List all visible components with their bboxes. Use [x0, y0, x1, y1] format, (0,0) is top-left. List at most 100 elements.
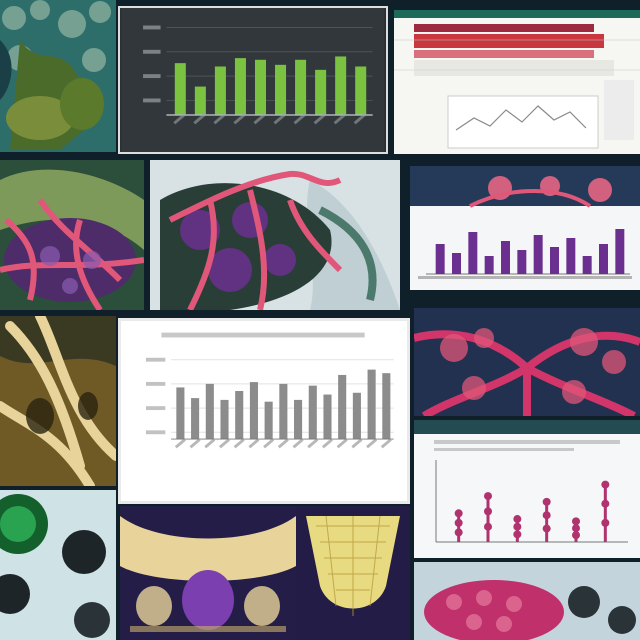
chart-bar	[352, 392, 361, 440]
chart-point	[513, 522, 522, 531]
chart-point	[484, 492, 492, 501]
chart-tick-label	[313, 112, 327, 125]
chart-tick-label	[321, 438, 333, 449]
spreadsheet-art	[394, 10, 640, 154]
dark-green-bar-chart-tile	[118, 6, 388, 154]
gray-bar-chart-tile	[118, 318, 410, 504]
chart-tick-label	[233, 112, 247, 125]
chart-bar	[315, 69, 327, 116]
chart-point	[601, 499, 610, 508]
chart-bar	[484, 256, 494, 274]
chart-bar	[382, 373, 391, 440]
chart-bar	[308, 385, 317, 440]
chart-bar	[295, 59, 307, 116]
chart-tick-label	[380, 438, 392, 449]
chart-point	[542, 511, 551, 520]
chart-tick-label	[293, 112, 307, 125]
chart-bar	[599, 244, 608, 274]
chart-bar	[275, 64, 287, 116]
reef-texture-art	[0, 0, 116, 152]
red-vessel-network-art	[414, 308, 640, 416]
chart-bar	[452, 253, 461, 274]
chart-point	[601, 480, 610, 489]
chart-bar	[279, 383, 288, 440]
chart-tick-label	[193, 112, 207, 125]
chart-bar	[294, 399, 303, 440]
chart-bar	[435, 244, 445, 274]
chart-bar	[194, 86, 206, 116]
vascular-tissue-art-left	[0, 160, 144, 310]
chart-tick-label	[253, 112, 267, 125]
spreadsheet-screenshot-tile	[394, 10, 640, 154]
chart-point	[454, 518, 463, 527]
bone-structure-tile	[0, 316, 116, 486]
chart-bar	[355, 66, 367, 116]
chart-bar	[249, 382, 258, 440]
chart-bar	[335, 56, 347, 116]
chart-tick-label	[218, 438, 231, 449]
chart-bar	[220, 399, 229, 440]
chart-tick-label	[292, 438, 304, 449]
chart-bar	[234, 58, 246, 116]
chart-bar	[191, 398, 200, 440]
chart-bar	[214, 66, 226, 116]
chart-tick-label	[213, 112, 227, 125]
chart-tick-label	[336, 438, 348, 449]
vascular-tissue-tile-left	[0, 160, 144, 310]
chart-bar	[338, 374, 347, 440]
green-spheres-art	[0, 490, 116, 640]
chart-bar	[174, 63, 186, 116]
chart-point	[572, 531, 580, 540]
bone-mesh-art-left	[120, 506, 296, 640]
chart-point	[572, 524, 580, 533]
green-spheres-tile	[0, 490, 116, 640]
chart-tick-label	[353, 112, 368, 125]
chart-point	[454, 528, 463, 537]
chart-point	[513, 530, 522, 539]
pink-honeycomb-art	[414, 562, 640, 640]
chart-tick-label	[204, 438, 216, 449]
chart-bar	[566, 238, 576, 274]
chart-bar	[517, 250, 527, 274]
green-bar-chart	[121, 8, 385, 152]
chart-bar	[533, 235, 543, 274]
chart-tick-label	[233, 438, 245, 449]
purple-bar-chart-tile	[410, 166, 640, 290]
chart-bar	[582, 256, 592, 274]
chart-bar	[550, 247, 559, 274]
red-vessel-network-tile	[414, 308, 640, 416]
chart-point	[454, 509, 463, 518]
vascular-tissue-tile-center	[150, 160, 400, 310]
lollipop-chart-tile	[414, 420, 640, 558]
chart-point	[542, 524, 551, 533]
reef-texture-tile	[0, 0, 116, 152]
chart-tick-label	[273, 112, 287, 125]
chart-tick-label	[189, 438, 201, 449]
chart-bar	[501, 241, 510, 274]
chart-tick-label	[248, 438, 260, 449]
bone-mesh-tile-left	[120, 506, 296, 640]
gray-bar-chart	[122, 321, 406, 501]
chart-bar	[254, 59, 267, 116]
chart-tick-label	[307, 438, 319, 449]
chart-bar	[468, 232, 478, 274]
chart-bar	[615, 229, 625, 274]
chart-bar	[323, 394, 332, 440]
bone-mesh-art-right	[296, 506, 410, 640]
chart-tick-label	[351, 438, 363, 449]
chart-tick-label	[263, 438, 275, 449]
chart-bar	[264, 401, 273, 440]
vascular-tissue-art-center	[150, 160, 400, 310]
chart-point	[513, 515, 522, 524]
chart-bar	[367, 369, 376, 440]
chart-point	[601, 518, 610, 527]
chart-tick-label	[277, 438, 289, 449]
bone-structure-art	[0, 316, 116, 486]
lollipop-chart	[414, 420, 640, 558]
chart-tick-label	[333, 112, 347, 125]
chart-tick-label	[174, 438, 186, 449]
chart-point	[484, 507, 492, 516]
bone-mesh-tile-right	[296, 506, 410, 640]
chart-point	[572, 517, 580, 526]
